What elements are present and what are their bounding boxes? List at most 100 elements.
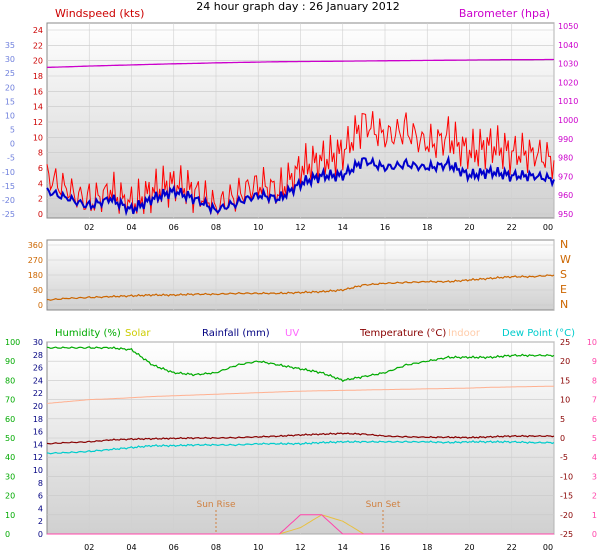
axis-tick-label: 14 (33, 440, 43, 449)
series-line (46, 274, 555, 301)
axis-tick-label: 30 (5, 472, 15, 481)
axis-tick-label: 15 (560, 376, 570, 385)
x-tick-label: 02 (84, 223, 94, 232)
axis-tick-label: -10 (560, 472, 573, 481)
axis-tick-label: 30 (33, 338, 43, 347)
axis-tick-label: 60 (5, 415, 15, 424)
axis-tick-label: S (560, 268, 567, 281)
axis-tick-label: 26 (33, 364, 43, 373)
axis-tick-label: 40 (5, 453, 15, 462)
axis-tick-label: 1040 (558, 41, 578, 50)
axis-tick-label: 0 (38, 301, 43, 310)
axis-tick-label: 18 (33, 415, 43, 424)
axis-tick-label: 990 (558, 135, 573, 144)
axis-tick-label: 8 (38, 149, 43, 158)
x-tick-label: 10 (253, 223, 263, 232)
axis-tick-label: 5 (560, 415, 565, 424)
axis-tick-label: 24 (33, 376, 43, 385)
axis-tick-label: 28 (33, 351, 43, 360)
sun-set-marker: Sun Set (366, 500, 401, 534)
axis-tick-label: 1030 (558, 60, 578, 69)
x-tick-label: 16 (380, 223, 390, 232)
legend-item: Dew Point (°C) (502, 328, 575, 339)
axis-tick-label: -5 (560, 453, 568, 462)
axis-tick-label: -20 (560, 511, 573, 520)
axis-tick-label: 20 (560, 357, 570, 366)
sun-set-label: Sun Set (366, 500, 401, 510)
wind-panel: Windspeed (kts) Barometer (hpa) 24222018… (2, 7, 578, 232)
barometer-label: Barometer (hpa) (459, 7, 550, 20)
axis-tick-label: -25 (2, 210, 15, 219)
series-line (46, 154, 555, 217)
climate-panel: Humidity (%) Solar Rainfall (mm) UV Temperat… (5, 328, 597, 552)
axis-tick-label: 22 (33, 41, 43, 50)
axis-tick-label: E (560, 283, 567, 296)
axis-tick-label: 15 (5, 97, 15, 106)
axis-tick-label: 0 (592, 530, 597, 539)
axis-tick-label: 20 (5, 492, 15, 501)
axis-tick-label: 1 (592, 511, 597, 520)
x-tick-label: 16 (380, 543, 390, 552)
axis-tick-label: -10 (2, 168, 15, 177)
axis-tick-label: N (560, 238, 568, 251)
axis-tick-label: 970 (558, 172, 573, 181)
axis-tick-label: 4 (38, 504, 43, 513)
axis-tick-label: 16 (33, 428, 43, 437)
axis-tick-label: 25 (560, 338, 570, 347)
axis-tick-label: 5 (10, 126, 15, 135)
axis-tick-label: 35 (5, 41, 15, 50)
temperature-axis: 25 20 15 10 5 0 -5 -10 -15 -20 -25 (560, 338, 573, 539)
axis-tick-label: 30 (5, 55, 15, 64)
axis-tick-label: 180 (28, 271, 43, 280)
axis-tick-label: 0 (38, 210, 43, 219)
chart-title: 24 hour graph day : 26 January 2012 (196, 0, 400, 13)
axis-tick-label: 24 (33, 26, 43, 35)
axis-tick-label: 50 (5, 434, 15, 443)
axis-tick-label: 12 (33, 118, 43, 127)
legend-item: Temperature (°C) (359, 328, 446, 339)
axis-tick-label: 950 (558, 210, 573, 219)
x-tick-label: 18 (422, 223, 432, 232)
legend-item: Humidity (%) (55, 328, 121, 339)
x-tick-label: 00 (543, 543, 553, 552)
axis-tick-label: 2 (38, 517, 43, 526)
axis-tick-label: -25 (560, 530, 573, 539)
axis-tick-label: 6 (38, 164, 43, 173)
axis-tick-label: 12 (33, 453, 43, 462)
axis-tick-label: 360 (28, 241, 43, 250)
x-tick-label: 08 (211, 543, 221, 552)
x-tick-label: 10 (253, 543, 263, 552)
x-tick-label: 18 (422, 543, 432, 552)
series-line (46, 58, 554, 69)
series-line (46, 385, 554, 404)
sun-rise-marker: Sun Rise (197, 500, 236, 534)
axis-tick-label: 18 (33, 72, 43, 81)
series-line (46, 346, 555, 383)
axis-tick-label: 4 (592, 453, 597, 462)
x-tick-label: 20 (464, 543, 474, 552)
x-tick-label: 08 (211, 223, 221, 232)
axis-tick-label: 10 (33, 133, 43, 142)
axis-tick-label: -20 (2, 196, 15, 205)
axis-tick-label: 270 (28, 256, 43, 265)
axis-tick-label: 8 (38, 479, 43, 488)
axis-tick-label: 25 (5, 69, 15, 78)
climate-series (46, 346, 555, 535)
windspeed-label: Windspeed (kts) (55, 7, 144, 20)
direction-series (46, 274, 555, 301)
axis-tick-label: 10 (33, 466, 43, 475)
x-tick-label: 14 (338, 543, 348, 552)
axis-tick-label: 80 (5, 376, 15, 385)
wind-outer-left-axis: 35 30 25 20 15 10 5 0 -5 -10 -15 -20 -25 (2, 41, 15, 219)
barometer-axis: 1050 1040 1030 1020 1010 1000 990 980 970 960 950 (558, 22, 578, 219)
wind-grid (47, 23, 555, 218)
axis-tick-label: 3 (592, 472, 597, 481)
axis-tick-label: 7 (592, 396, 597, 405)
direction-grid (47, 240, 555, 310)
